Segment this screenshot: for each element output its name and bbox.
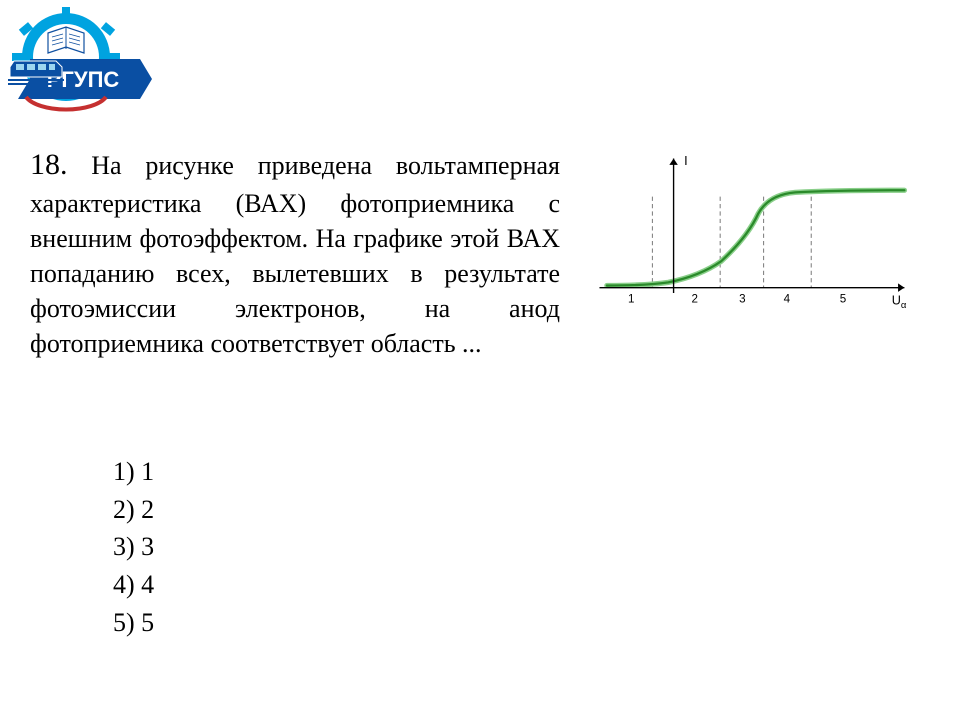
option-1: 1) 1 bbox=[113, 453, 154, 491]
svg-text:Uα: Uα bbox=[892, 294, 907, 311]
train-icon bbox=[8, 61, 64, 84]
logo: РГУПС bbox=[8, 5, 163, 115]
svg-text:5: 5 bbox=[840, 292, 846, 305]
question-number: 18. bbox=[30, 148, 68, 181]
iv-curve-graph: I Uα 1 2 3 4 5 bbox=[593, 150, 913, 330]
svg-text:4: 4 bbox=[784, 292, 791, 305]
option-3: 3) 3 bbox=[113, 528, 154, 566]
svg-text:3: 3 bbox=[739, 292, 745, 305]
option-2: 2) 2 bbox=[113, 491, 154, 529]
svg-text:1: 1 bbox=[628, 292, 634, 305]
question-text: 18. На рисунке приведена вольтамперная х… bbox=[30, 145, 560, 361]
question-body: На рисунке приведена вольтамперная харак… bbox=[30, 151, 560, 358]
svg-text:2: 2 bbox=[692, 292, 698, 305]
options-list: 1) 1 2) 2 3) 3 4) 4 5) 5 bbox=[113, 453, 154, 641]
option-4: 4) 4 bbox=[113, 566, 154, 604]
option-5: 5) 5 bbox=[113, 604, 154, 642]
svg-text:I: I bbox=[684, 154, 688, 168]
question-block: 18. На рисунке приведена вольтамперная х… bbox=[30, 145, 560, 361]
